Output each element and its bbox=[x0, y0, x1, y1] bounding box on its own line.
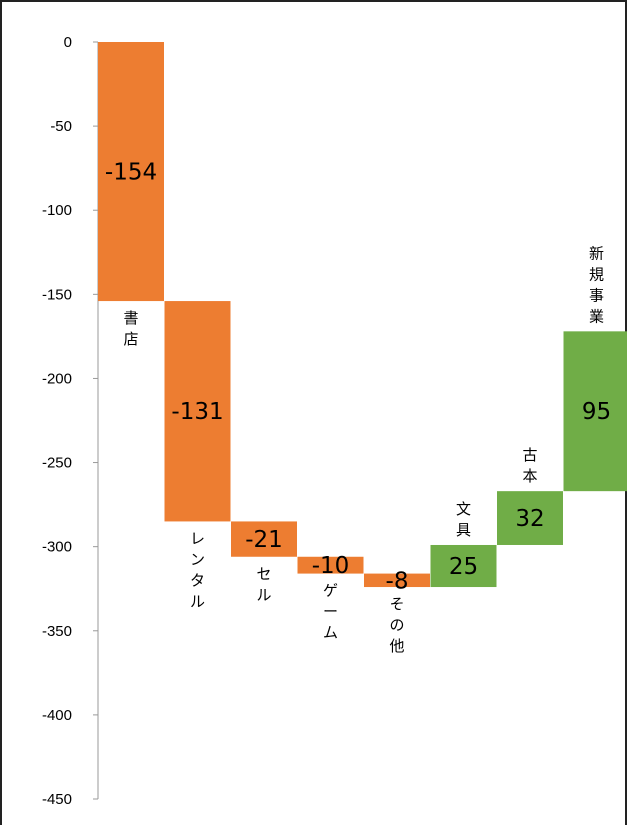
data-label: 25 bbox=[449, 554, 478, 580]
category-label: 書店 bbox=[123, 309, 138, 348]
y-axis: 0 -50 -100 -150 -200 -250 -300 -350 -400 -450 bbox=[42, 34, 98, 808]
y-tick-label: -450 bbox=[42, 791, 72, 808]
bars bbox=[98, 42, 627, 587]
category-label: セル bbox=[256, 565, 271, 604]
data-label: -10 bbox=[312, 553, 350, 579]
y-tick-label: -200 bbox=[42, 370, 72, 387]
y-tick-label: -400 bbox=[42, 707, 72, 724]
category-label: 新規事業 bbox=[589, 244, 604, 325]
data-label: -21 bbox=[245, 527, 283, 553]
y-tick-label: -150 bbox=[42, 286, 72, 303]
category-label: レンタル bbox=[190, 529, 205, 610]
data-label: -154 bbox=[105, 160, 157, 186]
y-tick-label: -300 bbox=[42, 539, 72, 556]
data-label: 32 bbox=[515, 506, 544, 532]
category-label: 文具 bbox=[456, 500, 471, 539]
data-label: 95 bbox=[582, 399, 611, 425]
y-tick-label: -100 bbox=[42, 202, 72, 219]
y-tick-label: 0 bbox=[64, 34, 72, 51]
y-tick-label: -350 bbox=[42, 623, 72, 640]
category-label: ゲーム bbox=[323, 582, 338, 642]
y-tick-label: -250 bbox=[42, 455, 72, 472]
y-tick-label: -50 bbox=[50, 118, 72, 135]
data-label: -131 bbox=[171, 399, 223, 425]
data-label: -8 bbox=[386, 568, 409, 594]
category-label: その他 bbox=[389, 595, 404, 655]
category-label: 古本 bbox=[522, 446, 537, 485]
